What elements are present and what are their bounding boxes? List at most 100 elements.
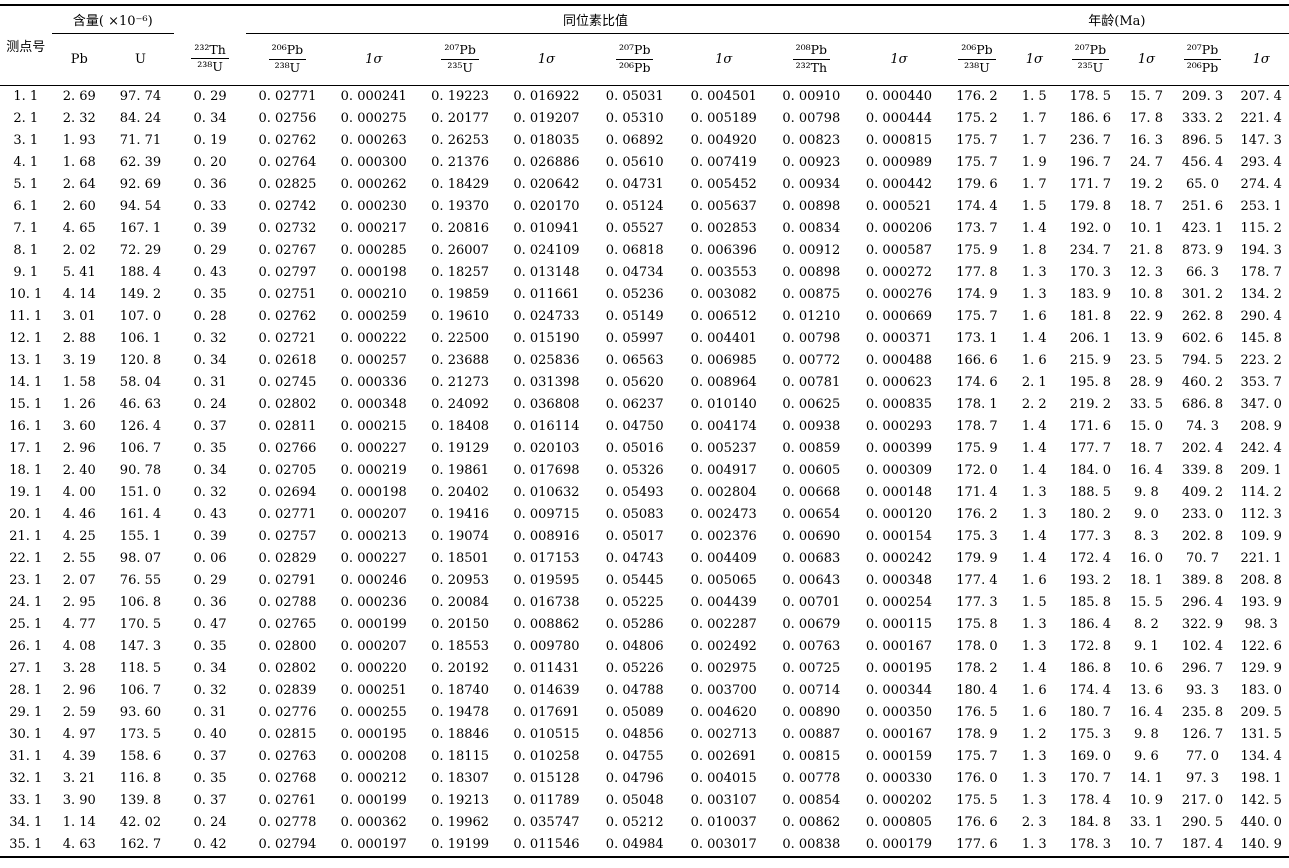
value-cell: 18. 7 xyxy=(1129,440,1163,456)
value-cell: 0. 000805 xyxy=(865,814,933,830)
value-cell: 0. 000263 xyxy=(340,132,407,148)
value-cell: 0. 000348 xyxy=(340,396,407,412)
value-cell: 178. 7 xyxy=(1240,264,1282,280)
value-cell: 0. 05031 xyxy=(605,88,664,104)
value-cell: 0. 000179 xyxy=(865,836,933,852)
value-cell: 167. 1 xyxy=(119,220,162,236)
value-cell: 0. 019595 xyxy=(513,572,580,588)
table-row: 35. 1 4. 63 162. 7 0. 42 0. 02794 0. 000197 0.… xyxy=(0,834,1289,857)
spot-cell: 8. 1 xyxy=(13,242,39,258)
zircon-upb-isotope-table: 测点号 含量( ×10⁻⁶) 同位素比值 年龄(Ma) Pb U ²³²Th ²³… xyxy=(0,4,1289,858)
value-cell: 253. 1 xyxy=(1240,198,1282,214)
value-cell: 339. 8 xyxy=(1181,462,1224,478)
value-cell: 202. 8 xyxy=(1181,528,1224,544)
value-cell: 0. 00898 xyxy=(782,264,841,280)
table-row: 7. 1 4. 65 167. 1 0. 39 0. 02732 0. 000217 0. … xyxy=(0,218,1289,240)
value-cell: 0. 004409 xyxy=(690,550,757,566)
value-cell: 0. 000241 xyxy=(340,88,407,104)
value-cell: 0. 24 xyxy=(193,814,227,830)
table-row: 8. 1 2. 02 72. 29 0. 29 0. 02767 0. 000285 0. … xyxy=(0,240,1289,262)
value-cell: 2. 1 xyxy=(1021,374,1047,390)
value-cell: 2. 07 xyxy=(62,572,96,588)
value-cell: 4. 39 xyxy=(62,748,96,764)
value-cell: 0. 20 xyxy=(193,154,227,170)
value-cell: 97. 74 xyxy=(119,88,162,104)
value-cell: 0. 02802 xyxy=(258,660,317,676)
value-cell: 77. 0 xyxy=(1185,748,1220,764)
value-cell: 0. 32 xyxy=(193,484,227,500)
value-cell: 423. 1 xyxy=(1181,220,1224,236)
ratio-pb207-pb206-column-header: ²⁰⁷Pb ²⁰⁶Pb xyxy=(591,33,678,86)
value-cell: 10. 8 xyxy=(1129,286,1163,302)
value-cell: 3. 28 xyxy=(62,660,96,676)
value-cell: 0. 18740 xyxy=(431,682,490,698)
value-cell: 22. 9 xyxy=(1129,308,1163,324)
value-cell: 794. 5 xyxy=(1181,352,1224,368)
value-cell: 66. 3 xyxy=(1185,264,1220,280)
value-cell: 140. 9 xyxy=(1240,836,1282,852)
value-cell: 0. 00668 xyxy=(782,484,841,500)
value-cell: 15. 7 xyxy=(1129,88,1163,104)
value-cell: 0. 02839 xyxy=(258,682,317,698)
value-cell: 106. 7 xyxy=(119,682,162,698)
value-cell: 0. 00890 xyxy=(782,704,841,720)
value-cell: 0. 02764 xyxy=(258,154,317,170)
spot-cell: 16. 1 xyxy=(9,418,43,434)
value-cell: 170. 7 xyxy=(1069,770,1112,786)
value-cell: 0. 40 xyxy=(193,726,227,742)
value-cell: 0. 20816 xyxy=(431,220,490,236)
value-cell: 106. 8 xyxy=(119,594,162,610)
spot-cell: 1. 1 xyxy=(13,88,39,104)
value-cell: 0. 00862 xyxy=(782,814,841,830)
value-cell: 0. 002376 xyxy=(690,528,757,544)
value-cell: 0. 21273 xyxy=(431,374,490,390)
value-cell: 0. 24 xyxy=(193,396,227,412)
spot-cell: 23. 1 xyxy=(9,572,43,588)
value-cell: 109. 9 xyxy=(1240,528,1282,544)
value-cell: 173. 5 xyxy=(119,726,162,742)
value-cell: 0. 34 xyxy=(193,660,227,676)
value-cell: 1. 9 xyxy=(1021,154,1047,170)
value-cell: 195. 8 xyxy=(1069,374,1112,390)
value-cell: 0. 24092 xyxy=(431,396,490,412)
value-cell: 0. 04755 xyxy=(605,748,664,764)
value-cell: 0. 015128 xyxy=(513,770,580,786)
value-cell: 5. 41 xyxy=(62,264,96,280)
value-cell: 179. 9 xyxy=(956,550,998,566)
value-cell: 0. 18115 xyxy=(431,748,490,764)
table-row: 27. 1 3. 28 118. 5 0. 34 0. 02802 0. 000220 0.… xyxy=(0,658,1289,680)
value-cell: 4. 77 xyxy=(62,616,96,632)
value-cell: 177. 7 xyxy=(1069,440,1112,456)
spot-cell: 14. 1 xyxy=(9,374,43,390)
value-cell: 10. 7 xyxy=(1129,836,1163,852)
value-cell: 0. 04734 xyxy=(605,264,664,280)
table-row: 11. 1 3. 01 107. 0 0. 28 0. 02762 0. 000259 0.… xyxy=(0,306,1289,328)
value-cell: 0. 000336 xyxy=(340,374,407,390)
value-cell: 178. 3 xyxy=(1069,836,1112,852)
value-cell: 175. 2 xyxy=(956,110,998,126)
value-cell: 0. 000246 xyxy=(340,572,407,588)
value-cell: 0. 017698 xyxy=(513,462,580,478)
value-cell: 0. 02765 xyxy=(258,616,317,632)
value-cell: 1. 4 xyxy=(1021,550,1047,566)
table-row: 4. 1 1. 68 62. 39 0. 20 0. 02764 0. 000300 0. … xyxy=(0,152,1289,174)
value-cell: 184. 8 xyxy=(1069,814,1112,830)
value-cell: 0. 004401 xyxy=(690,330,757,346)
value-cell: 8. 2 xyxy=(1134,616,1159,632)
value-cell: 9. 8 xyxy=(1134,726,1159,742)
value-cell: 187. 4 xyxy=(1181,836,1224,852)
value-cell: 0. 34 xyxy=(193,110,227,126)
value-cell: 120. 8 xyxy=(119,352,162,368)
value-cell: 0. 20150 xyxy=(431,616,490,632)
value-cell: 0. 06237 xyxy=(605,396,664,412)
value-cell: 0. 000362 xyxy=(340,814,407,830)
value-cell: 0. 31 xyxy=(193,704,227,720)
value-cell: 0. 36 xyxy=(193,176,227,192)
value-cell: 175. 5 xyxy=(956,792,998,808)
value-cell: 0. 19370 xyxy=(431,198,490,214)
value-cell: 0. 02742 xyxy=(258,198,317,214)
spot-cell: 35. 1 xyxy=(9,836,43,852)
value-cell: 0. 000195 xyxy=(340,726,407,742)
pb206-u238-fraction: ²⁰⁶Pb ²³⁸U xyxy=(958,42,996,75)
value-cell: 0. 000167 xyxy=(865,638,933,654)
